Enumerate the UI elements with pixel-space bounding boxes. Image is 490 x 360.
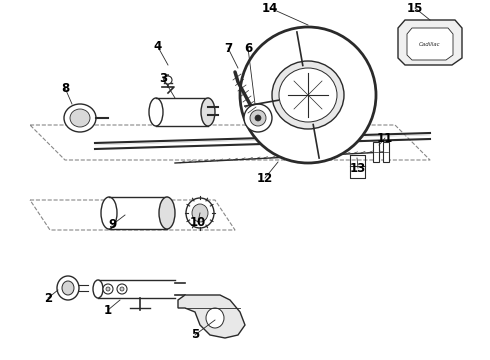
Circle shape — [106, 287, 110, 291]
Text: 4: 4 — [154, 40, 162, 54]
Text: 11: 11 — [377, 131, 393, 144]
Circle shape — [240, 27, 376, 163]
Circle shape — [117, 284, 127, 294]
Ellipse shape — [206, 308, 224, 328]
Bar — [109, 197, 167, 229]
Circle shape — [164, 76, 172, 84]
Polygon shape — [407, 28, 453, 60]
Bar — [373, 142, 379, 162]
Text: 15: 15 — [407, 1, 423, 14]
Ellipse shape — [201, 98, 215, 126]
Ellipse shape — [93, 280, 103, 298]
Ellipse shape — [57, 276, 79, 300]
Polygon shape — [178, 295, 245, 338]
Ellipse shape — [272, 61, 344, 129]
Text: 2: 2 — [44, 292, 52, 305]
Text: 14: 14 — [262, 1, 278, 14]
Text: 7: 7 — [224, 41, 232, 54]
Ellipse shape — [186, 198, 214, 228]
Text: 6: 6 — [244, 41, 252, 54]
Bar — [383, 142, 389, 162]
Circle shape — [255, 115, 261, 121]
Ellipse shape — [279, 68, 337, 122]
Text: 12: 12 — [257, 171, 273, 184]
Circle shape — [250, 110, 266, 126]
Text: 10: 10 — [190, 216, 206, 229]
Ellipse shape — [64, 104, 96, 132]
Text: 8: 8 — [61, 81, 69, 94]
Ellipse shape — [62, 281, 74, 295]
Ellipse shape — [149, 98, 163, 126]
Text: Cadillac: Cadillac — [419, 41, 441, 46]
Ellipse shape — [70, 109, 90, 127]
Circle shape — [103, 284, 113, 294]
Text: 3: 3 — [159, 72, 167, 85]
Circle shape — [120, 287, 124, 291]
Polygon shape — [398, 20, 462, 65]
Text: 13: 13 — [350, 162, 366, 175]
Bar — [156, 98, 208, 126]
Circle shape — [244, 104, 272, 132]
Text: 9: 9 — [108, 219, 116, 231]
Ellipse shape — [192, 204, 208, 222]
Text: 5: 5 — [191, 328, 199, 342]
Ellipse shape — [101, 197, 117, 229]
Text: 1: 1 — [104, 303, 112, 316]
Ellipse shape — [159, 197, 175, 229]
